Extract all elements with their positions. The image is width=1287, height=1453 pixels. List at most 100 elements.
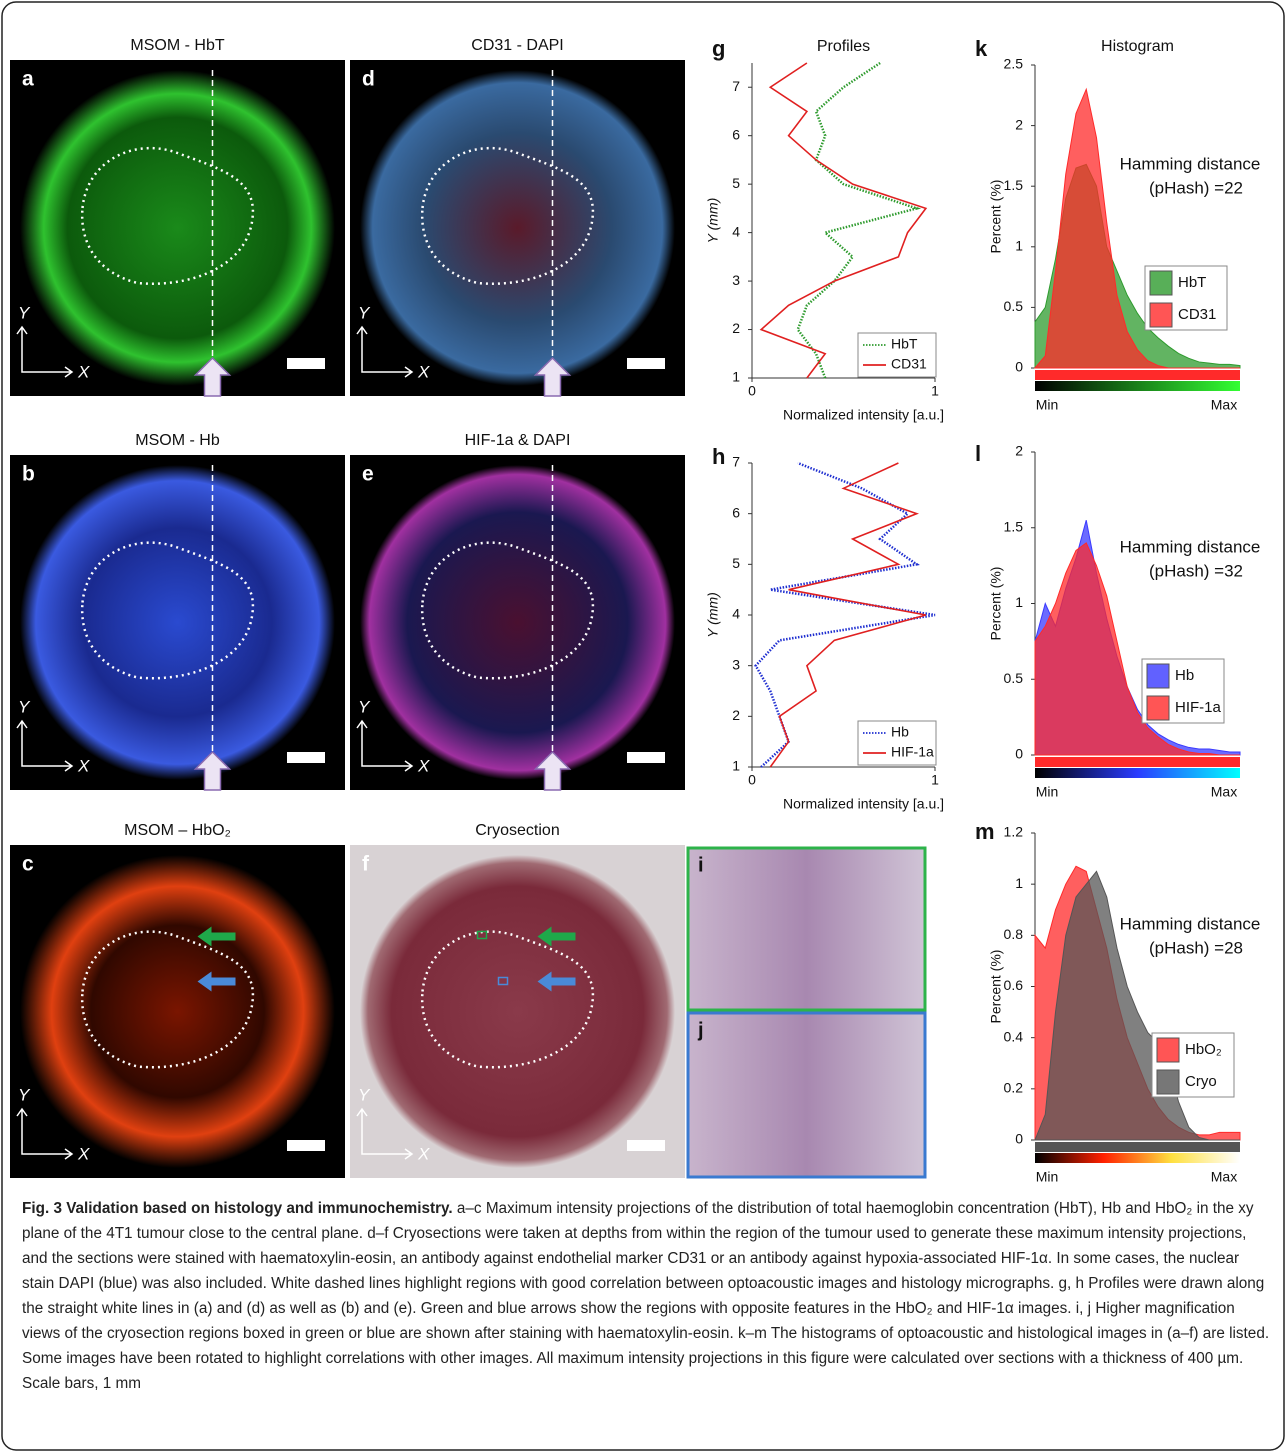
y-tick-label: 0.6 — [1004, 977, 1024, 993]
axis-x-label: X — [77, 1144, 90, 1163]
image-tissue — [360, 70, 675, 386]
legend-label: HbT — [891, 336, 918, 352]
panel-title: HIF-1a & DAPI — [465, 432, 571, 449]
x-tick-label: Max — [1211, 397, 1237, 413]
panel-title: CD31 - DAPI — [471, 37, 563, 54]
y-tick-label: 1 — [732, 758, 740, 774]
profile-line — [761, 63, 926, 378]
annotation: (pHash) =32 — [1149, 561, 1243, 580]
y-tick-label: 1 — [1015, 875, 1023, 891]
panel-letter: a — [22, 68, 34, 91]
y-tick-label: 5 — [732, 555, 740, 571]
x-tick-label: Min — [1036, 1169, 1059, 1185]
x-tick-label: 0 — [748, 383, 756, 399]
axis-x-label: X — [77, 756, 90, 775]
y-axis-label: Y (mm) — [705, 198, 721, 244]
image-tissue — [360, 855, 675, 1168]
x-tick-label: 1 — [931, 772, 939, 788]
scale-bar — [627, 1140, 665, 1151]
y-tick-label: 4 — [732, 223, 740, 239]
y-tick-label: 2 — [732, 707, 740, 723]
chart-title: Profiles — [817, 38, 870, 55]
annotation: (pHash) =28 — [1149, 938, 1243, 957]
y-tick-label: 5 — [732, 175, 740, 191]
panel-letter: j — [697, 1019, 704, 1041]
y-tick-label: 1 — [732, 369, 740, 385]
panel-letter: f — [362, 853, 370, 876]
legend-swatch — [1150, 303, 1172, 327]
legend-swatch — [1157, 1070, 1179, 1094]
image-tissue — [360, 465, 675, 780]
y-tick-label: 2 — [1015, 116, 1023, 132]
axis-y-label: Y — [358, 303, 371, 322]
y-tick-label: 7 — [732, 78, 740, 94]
panel-title: MSOM – HbO₂ — [124, 822, 231, 839]
x-tick-label: Min — [1036, 397, 1059, 413]
y-axis-label: Percent (%) — [988, 180, 1004, 254]
page: YXaMSOM - HbTYXdCD31 - DAPIYXbMSOM - HbY… — [0, 0, 1287, 1453]
caption-body: a–c Maximum intensity projections of the… — [22, 1200, 1269, 1392]
scale-bar — [287, 752, 325, 763]
panel-letter: h — [712, 444, 725, 469]
axis-y-label: Y — [358, 697, 371, 716]
y-tick-label: 3 — [732, 272, 740, 288]
axis-x-label: X — [417, 1144, 430, 1163]
y-tick-label: 0.8 — [1004, 926, 1024, 942]
colorbar — [1035, 1153, 1240, 1163]
x-tick-label: Min — [1036, 784, 1059, 800]
panel-letter: c — [22, 853, 34, 876]
x-axis-label: Normalized intensity [a.u.] — [783, 407, 944, 423]
panel-letter: d — [362, 68, 375, 91]
x-tick-label: 0 — [748, 772, 756, 788]
y-tick-label: 7 — [732, 454, 740, 470]
panel-letter: l — [975, 441, 981, 466]
legend-label: Hb — [891, 724, 909, 740]
x-tick-label: Max — [1211, 784, 1237, 800]
legend-swatch — [1147, 696, 1169, 720]
y-axis-label: Y (mm) — [705, 592, 721, 638]
panel-letter: g — [712, 36, 725, 61]
y-tick-label: 6 — [732, 126, 740, 142]
image-tissue — [20, 465, 335, 780]
legend-label: HbT — [1178, 274, 1206, 291]
axis-y-label: Y — [18, 1085, 31, 1104]
annotation: Hamming distance — [1120, 914, 1261, 933]
y-axis-label: Percent (%) — [988, 567, 1004, 641]
y-tick-label: 1.5 — [1004, 518, 1024, 534]
scale-bar — [627, 358, 665, 369]
y-tick-label: 1.2 — [1004, 824, 1024, 840]
panel-letter: i — [698, 854, 704, 876]
annotation: Hamming distance — [1120, 154, 1261, 173]
chart-title: Histogram — [1101, 38, 1174, 55]
axis-y-label: Y — [358, 1085, 371, 1104]
panel-letter: b — [22, 463, 35, 486]
axis-x-label: X — [417, 362, 430, 381]
axis-y-label: Y — [18, 697, 31, 716]
axis-x-label: X — [77, 362, 90, 381]
image-tissue — [20, 855, 335, 1168]
panel-letter: e — [362, 463, 374, 486]
y-axis-label: Percent (%) — [988, 950, 1004, 1024]
legend-label: Hb — [1175, 667, 1194, 684]
y-tick-label: 1.5 — [1004, 177, 1024, 193]
axis-x-label: X — [417, 756, 430, 775]
scale-bar — [287, 358, 325, 369]
y-tick-label: 0 — [1015, 1131, 1023, 1147]
profile-line — [798, 63, 917, 378]
micrograph — [688, 848, 925, 1010]
scale-bar — [627, 752, 665, 763]
y-tick-label: 2.5 — [1004, 56, 1024, 72]
caption-title: Fig. 3 Validation based on histology and… — [22, 1200, 453, 1217]
legend-label: Cryo — [1185, 1073, 1217, 1090]
legend-swatch — [1147, 664, 1169, 688]
legend-label: HIF-1a — [1175, 699, 1222, 716]
annotation: Hamming distance — [1120, 537, 1261, 556]
y-tick-label: 2 — [732, 320, 740, 336]
panel-letter: k — [975, 36, 988, 61]
axis-y-label: Y — [18, 303, 31, 322]
annotation: (pHash) =22 — [1149, 178, 1243, 197]
x-axis-label: Normalized intensity [a.u.] — [783, 796, 944, 812]
y-tick-label: 6 — [732, 504, 740, 520]
image-tissue — [20, 70, 335, 386]
legend-label: CD31 — [891, 356, 927, 372]
